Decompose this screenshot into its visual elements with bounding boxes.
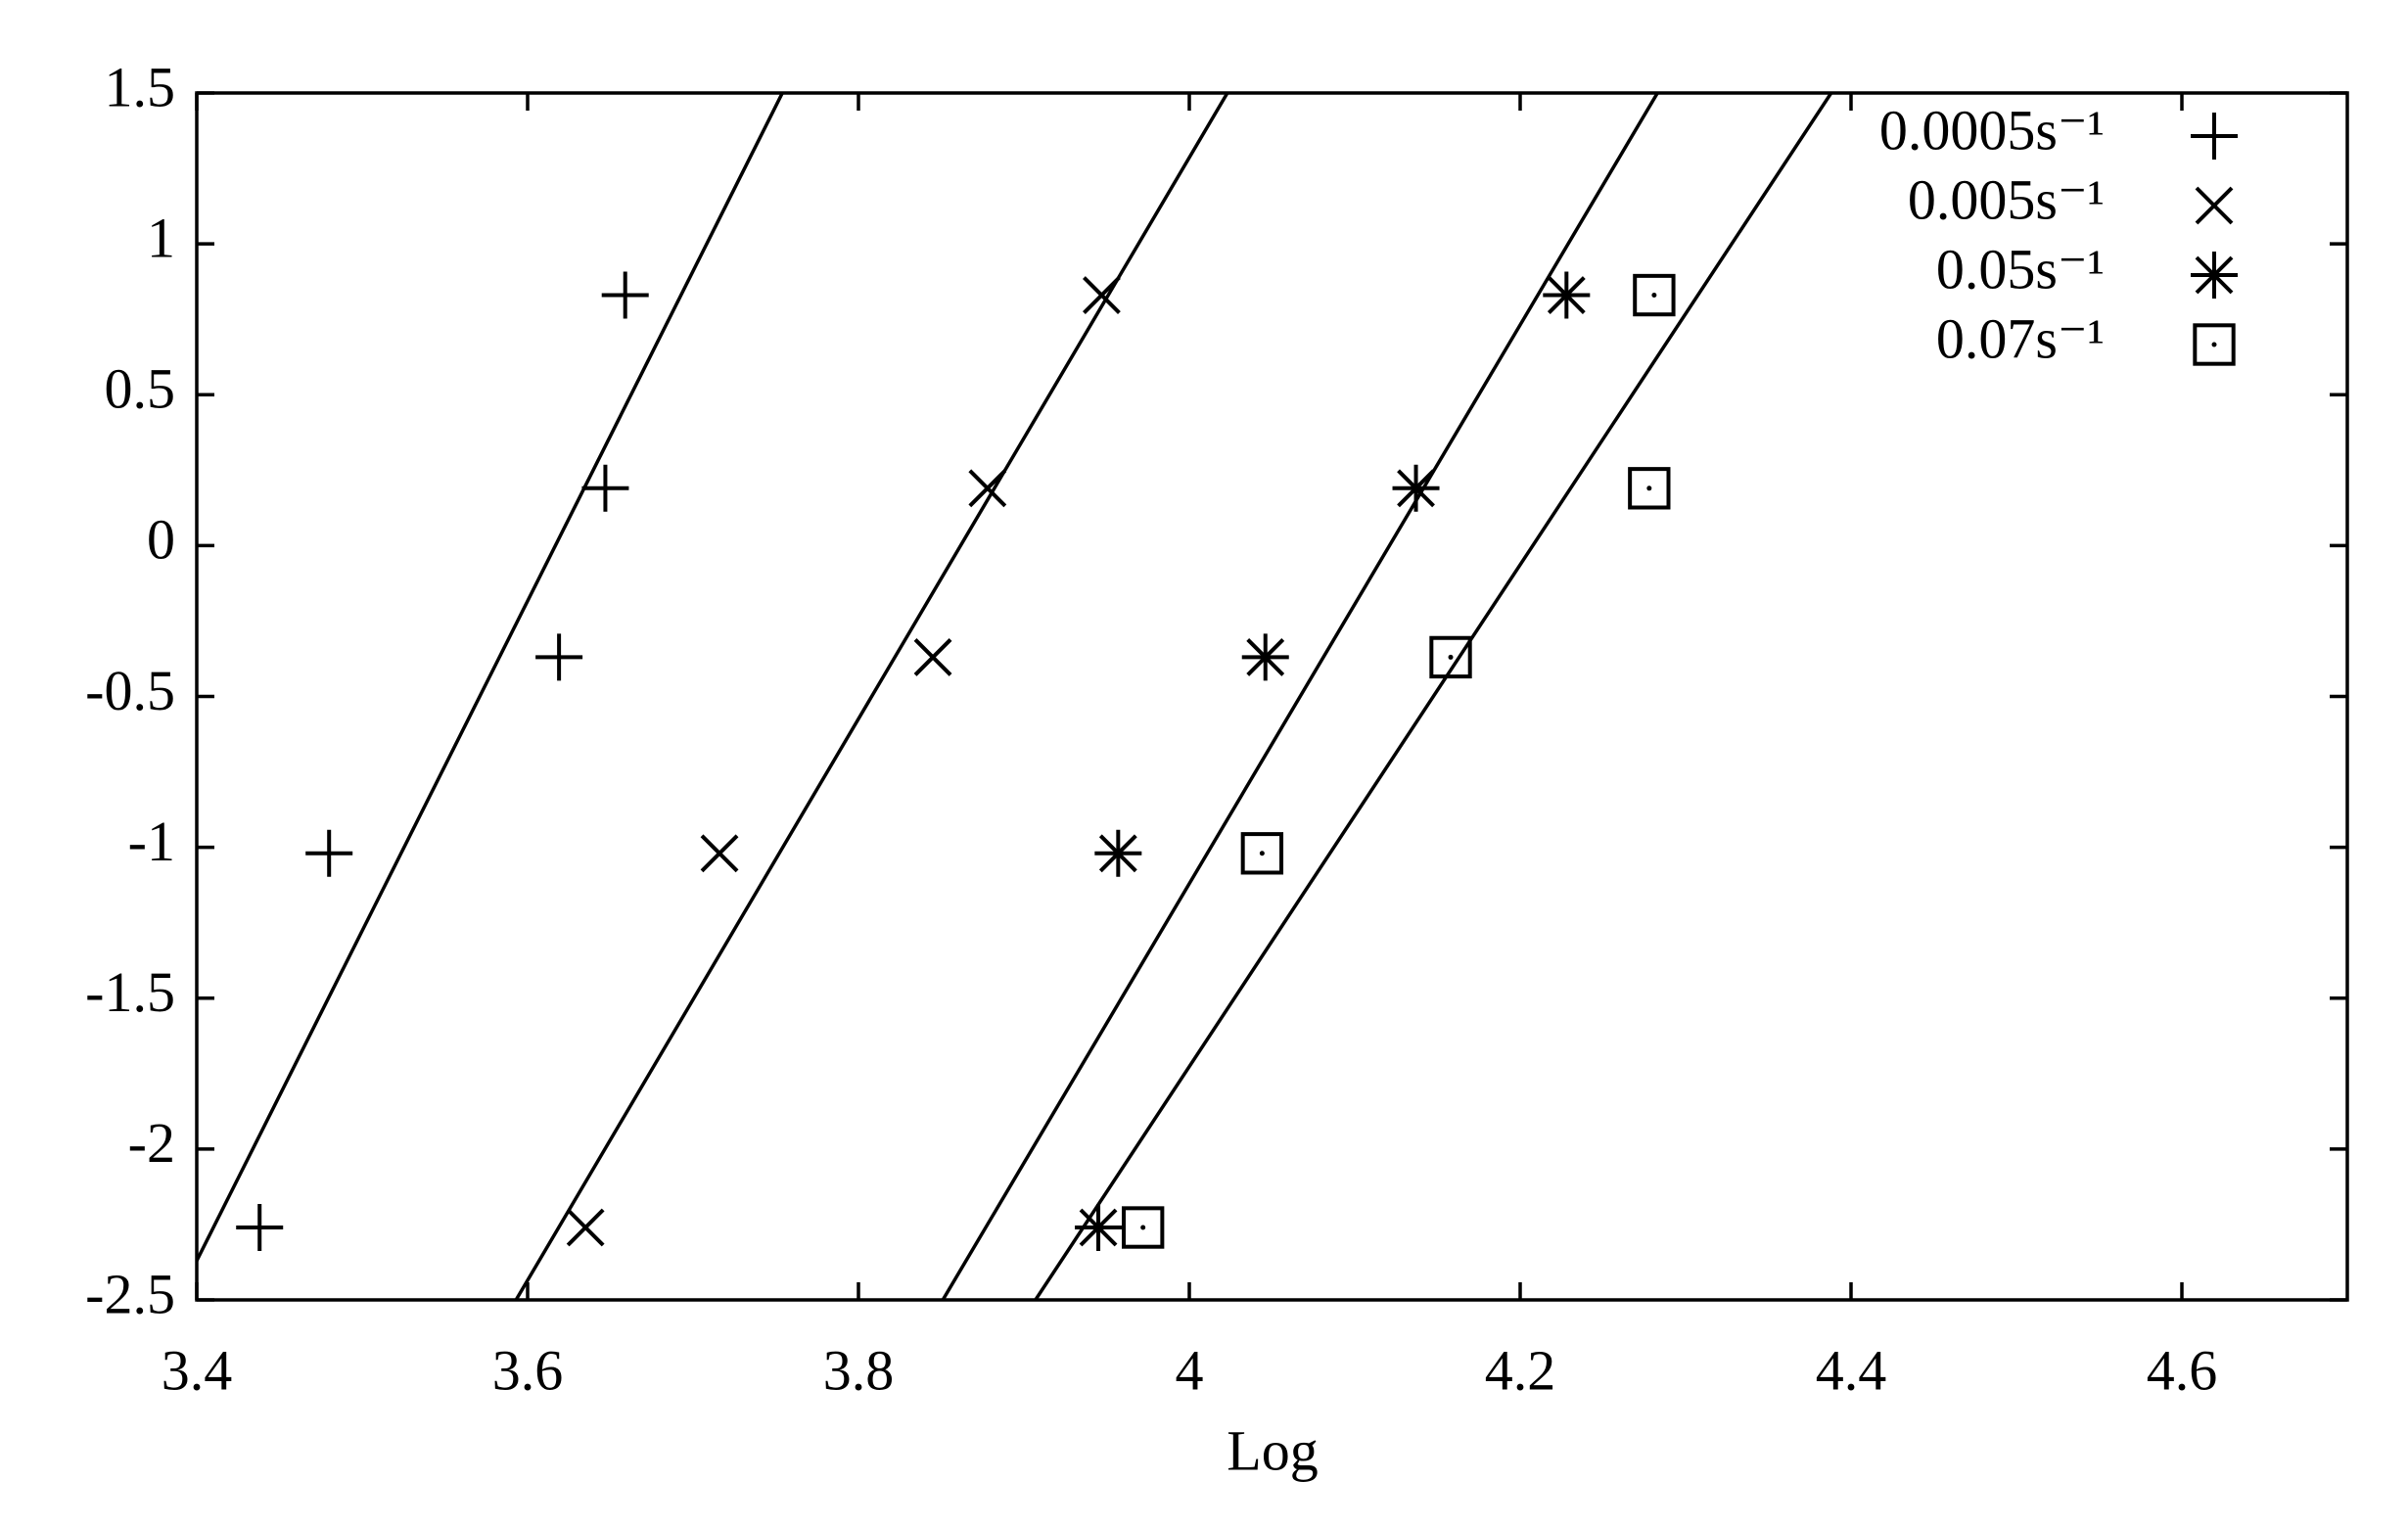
x-tick-label: 4.2 <box>1485 1338 1556 1402</box>
y-tick-label: 0.5 <box>105 357 176 421</box>
legend-label: 0.07s⁻¹ <box>1936 306 2105 370</box>
data-point <box>700 834 739 873</box>
data-point <box>1429 635 1472 679</box>
data-point <box>566 1208 605 1247</box>
data-point <box>535 633 583 681</box>
data-point <box>1075 1204 1123 1252</box>
marker-box <box>1628 467 1671 510</box>
data-point <box>601 271 649 319</box>
y-tick-label: 1 <box>147 206 175 269</box>
fit-line <box>197 93 784 1262</box>
marker-dot <box>2211 342 2217 347</box>
plot-frame <box>195 91 2349 1302</box>
marker-stroke <box>1246 638 1285 676</box>
data-point <box>1083 276 1121 314</box>
y-tick-label: -2.5 <box>85 1262 175 1325</box>
marker-stroke <box>1098 834 1137 873</box>
x-axis-label: Log <box>1227 1418 1318 1482</box>
data-point <box>913 638 952 676</box>
legend-label: 0.005s⁻¹ <box>1908 167 2105 231</box>
data-point <box>968 469 1007 508</box>
legend-marker <box>2191 252 2238 299</box>
data-point <box>1543 271 1591 319</box>
marker-dot <box>1651 293 1657 299</box>
data-point <box>1240 832 1284 875</box>
legend-label: 0.05s⁻¹ <box>1936 237 2105 301</box>
marker-box <box>1429 635 1472 679</box>
marker-dot <box>1646 486 1652 491</box>
fit-line <box>1034 93 1833 1300</box>
marker-box <box>1633 273 1676 317</box>
marker-stroke <box>700 834 739 873</box>
y-tick-label: 1.5 <box>105 55 176 118</box>
x-tick-label: 4 <box>1176 1338 1204 1402</box>
data-point <box>581 464 629 512</box>
plot-area <box>197 93 1833 1300</box>
x-tick-label: 4.4 <box>1816 1338 1887 1402</box>
fit-line <box>514 93 1229 1300</box>
marker-stroke <box>1547 276 1586 314</box>
x-tick-label: 3.8 <box>823 1338 895 1402</box>
data-point <box>1392 464 1440 512</box>
marker-stroke <box>913 638 952 676</box>
y-tick-label: 0 <box>147 508 175 572</box>
fit-line <box>941 93 1659 1300</box>
legend-marker <box>2193 323 2236 366</box>
legend-marker <box>2195 186 2234 225</box>
marker-stroke <box>1083 276 1121 314</box>
legend-marker <box>2191 113 2238 160</box>
marker-stroke <box>566 1208 605 1247</box>
marker-stroke <box>1079 1208 1118 1247</box>
y-tick-label: -0.5 <box>85 659 175 722</box>
data-point <box>1633 273 1676 317</box>
y-tick-label: -1 <box>128 810 175 873</box>
y-tick-label: -2 <box>128 1111 175 1175</box>
marker-box <box>1122 1206 1165 1249</box>
marker-stroke <box>968 469 1007 508</box>
marker-stroke <box>2195 255 2234 295</box>
data-point <box>236 1204 284 1252</box>
data-point <box>1628 467 1671 510</box>
marker-dot <box>1259 851 1265 856</box>
data-point <box>1094 829 1142 877</box>
x-tick-label: 4.6 <box>2147 1338 2218 1402</box>
x-tick-label: 3.6 <box>492 1338 564 1402</box>
data-point <box>1122 1206 1165 1249</box>
data-point <box>1241 633 1289 681</box>
marker-dot <box>1140 1225 1146 1230</box>
legend-label: 0.0005s⁻¹ <box>1879 98 2105 162</box>
marker-box <box>1240 832 1284 875</box>
marker-stroke <box>2195 186 2234 225</box>
marker-dot <box>1448 654 1454 660</box>
marker-stroke <box>1397 469 1435 508</box>
marker-box <box>2193 323 2236 366</box>
data-point <box>305 829 353 877</box>
x-tick-label: 3.4 <box>162 1338 233 1402</box>
y-tick-label: -1.5 <box>85 960 175 1024</box>
